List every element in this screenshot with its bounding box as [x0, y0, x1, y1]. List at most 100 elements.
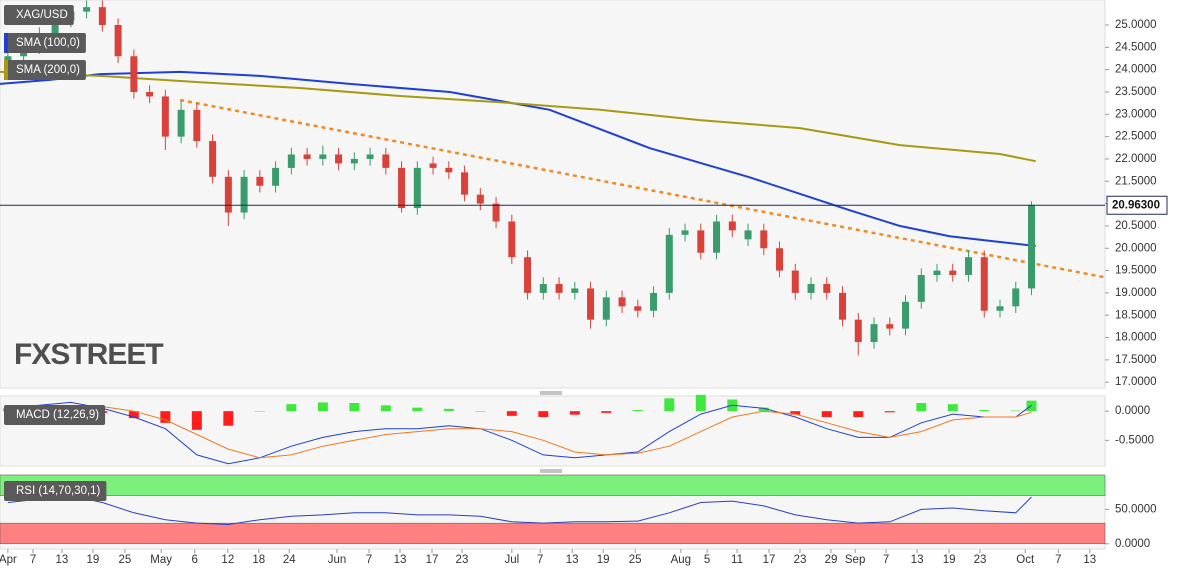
- candle-body: [650, 292, 658, 311]
- x-tick-label: 6: [192, 554, 198, 566]
- y-tick-label: 19.5000: [1115, 265, 1157, 277]
- histogram-bar: [160, 411, 171, 423]
- x-tick-label: 19: [943, 554, 956, 566]
- candle-body: [461, 172, 469, 195]
- x-tick-label: Jun: [328, 554, 347, 566]
- candle-body: [146, 91, 154, 97]
- x-tick-label: 7: [30, 554, 36, 566]
- candle-body: [996, 306, 1004, 311]
- candle-body: [382, 154, 390, 168]
- x-tick-label: 12: [221, 554, 234, 566]
- legend-box: [4, 5, 74, 25]
- candle-body: [319, 154, 327, 159]
- candle-body: [1012, 288, 1020, 307]
- histogram-bar: [475, 411, 486, 412]
- candle-body: [303, 154, 311, 159]
- x-tick-label: 19: [597, 554, 610, 566]
- x-tick-label: 17: [763, 554, 776, 566]
- x-tick-label: 7: [883, 554, 889, 566]
- candle-body: [287, 154, 295, 168]
- rsi-band: [0, 522, 1106, 545]
- candle-body: [83, 7, 91, 12]
- y-tick-label: 23.0000: [1115, 108, 1157, 120]
- candle-body: [681, 230, 689, 235]
- x-tick-label: 23: [794, 554, 807, 566]
- histogram-bar: [1010, 410, 1021, 412]
- candle-body: [665, 234, 673, 293]
- sma-line: [0, 70, 1036, 247]
- x-tick-label: 25: [629, 554, 642, 566]
- histogram-bar: [191, 411, 202, 430]
- candle-body: [476, 194, 484, 204]
- candle-body: [965, 257, 973, 276]
- y-tick-label: 17.5000: [1115, 354, 1157, 366]
- x-tick-label: 25: [119, 554, 132, 566]
- legend-box: [4, 481, 107, 501]
- y-tick-label: -0.5000: [1115, 434, 1154, 446]
- candle-body: [933, 270, 941, 276]
- candle-body: [445, 167, 453, 173]
- candle-body: [791, 270, 799, 293]
- legend-swatch: [4, 60, 8, 80]
- histogram-bar: [349, 403, 360, 412]
- histogram-bar: [380, 405, 391, 412]
- x-tick-label: 13: [56, 554, 69, 566]
- candle-body: [760, 230, 768, 249]
- candle-body: [587, 288, 595, 320]
- candle-body: [350, 158, 358, 164]
- current-price-box: [1106, 195, 1168, 215]
- y-tick-label: 20.5000: [1115, 220, 1157, 232]
- histogram-bar: [758, 407, 769, 412]
- histogram-bar: [916, 403, 927, 412]
- x-tick-label: 5: [704, 554, 710, 566]
- x-tick-label: 24: [283, 554, 296, 566]
- legend-swatch: [4, 33, 8, 53]
- histogram-bar: [821, 411, 832, 417]
- candle-body: [870, 324, 878, 343]
- histogram-bar: [569, 411, 580, 415]
- x-tick-label: 7: [537, 554, 543, 566]
- candle-body: [823, 283, 831, 293]
- y-tick-label: 18.0000: [1115, 332, 1157, 344]
- histogram-bar: [947, 404, 958, 412]
- candle-body: [413, 167, 421, 209]
- candle-body: [886, 324, 894, 329]
- x-tick-label: 7: [1055, 554, 1061, 566]
- candle-body: [209, 141, 217, 177]
- candle-body: [240, 176, 248, 213]
- y-tick-label: 22.5000: [1115, 131, 1157, 143]
- candle-body: [555, 283, 563, 293]
- y-tick-label: 0.0000: [1115, 405, 1150, 417]
- histogram-bar: [601, 411, 612, 413]
- candle-body: [728, 221, 736, 231]
- candle-body: [602, 297, 610, 320]
- candle-body: [524, 257, 532, 293]
- trendline: [179, 98, 1106, 279]
- y-tick-label: 23.5000: [1115, 86, 1157, 98]
- y-tick-label: 17.0000: [1115, 376, 1157, 388]
- histogram-bar: [506, 411, 517, 416]
- candle-body: [539, 283, 547, 293]
- histogram-bar: [128, 411, 139, 419]
- candle-body: [854, 319, 862, 343]
- x-tick-label: Apr: [0, 554, 17, 566]
- histogram-bar: [695, 394, 706, 412]
- candle-body: [1028, 205, 1036, 289]
- legend-box: [4, 60, 86, 80]
- candle-body: [130, 56, 138, 92]
- candle-body: [917, 275, 925, 302]
- candle-body: [949, 270, 957, 276]
- candle-body: [193, 109, 201, 142]
- legend-label: SMA (100,0): [16, 37, 80, 49]
- x-tick-label: 23: [456, 554, 469, 566]
- histogram-bar: [853, 411, 864, 417]
- x-tick-label: 19: [87, 554, 100, 566]
- y-tick-label: 24.5000: [1115, 41, 1157, 53]
- y-tick-label: 24.0000: [1115, 64, 1157, 76]
- x-tick-label: 13: [394, 554, 407, 566]
- candle-body: [335, 154, 343, 164]
- histogram-bar: [664, 398, 675, 412]
- candle-body: [508, 221, 516, 258]
- price-panel: [0, 0, 1106, 389]
- candle-body: [256, 176, 264, 186]
